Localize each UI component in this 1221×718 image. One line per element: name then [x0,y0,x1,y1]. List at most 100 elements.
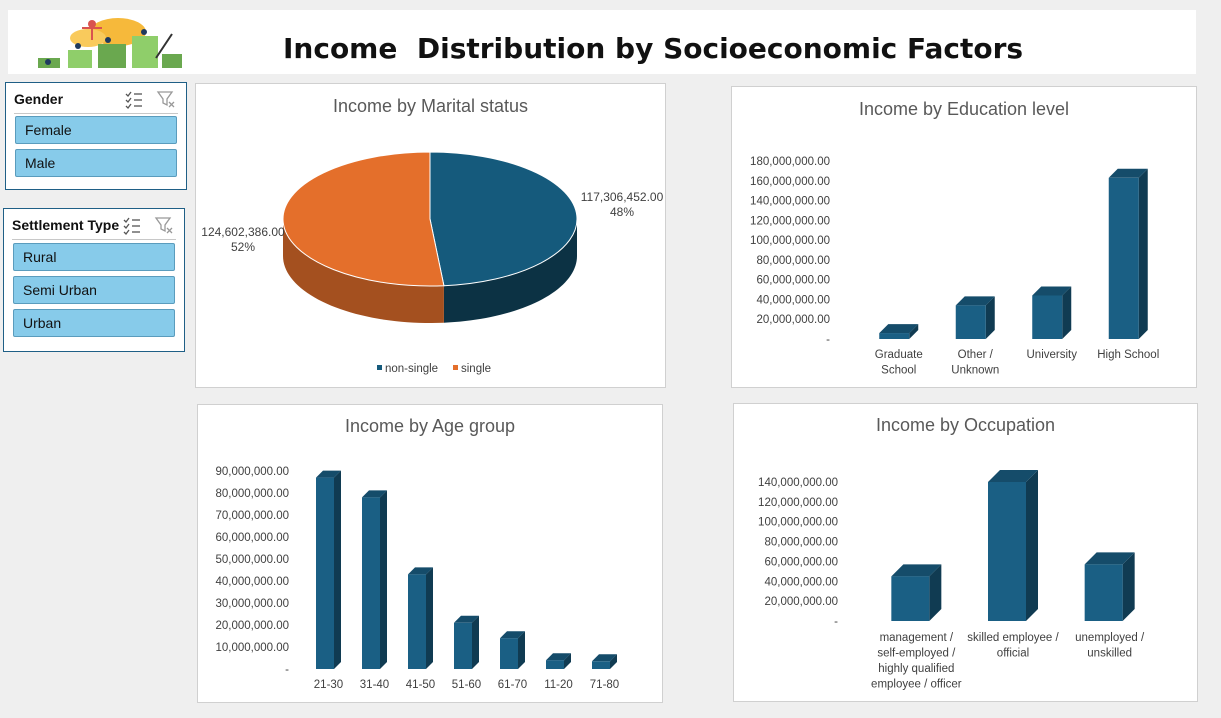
bar-top [316,470,341,478]
bar-side [426,567,433,669]
bar [1032,295,1063,339]
y-tick-label: 140,000,000.00 [750,196,830,208]
pie-percent-label: 52% [231,240,255,254]
y-tick-label: 60,000,000.00 [764,556,838,568]
bar-top [891,564,942,577]
bar-side [1138,168,1148,339]
y-tick-label: 20,000,000.00 [215,620,289,632]
clear-filter-icon[interactable] [156,89,176,109]
bar [500,638,518,669]
x-category-label: 21-30 [314,679,343,691]
bar [1108,177,1139,339]
bar-side [334,470,341,669]
y-tick-label: 60,000,000.00 [756,275,830,287]
occupation-chart: Income by Occupation - 20,000,000.00 40,00… [733,403,1198,702]
y-tick-label: 40,000,000.00 [756,294,830,306]
bar-side [985,296,995,339]
settlement-slicer-header: Settlement Type [12,215,176,240]
bar-side [472,615,479,669]
x-category-label: self-employed / [877,648,956,660]
chart-title: Income by Age group [344,416,516,436]
y-tick-label: 160,000,000.00 [750,176,830,188]
marital-status-chart: Income by Marital status 117,306,452.00 4… [195,83,666,388]
settlement-type-slicer: Settlement Type Rural Semi Urban Urban [3,208,185,352]
bar-side [518,631,525,669]
bar-top [879,324,919,334]
x-category-label: skilled employee / [967,632,1059,644]
bar [1084,564,1123,621]
clear-filter-icon[interactable] [154,215,174,235]
chart-title: Income by Education level [858,99,1070,119]
bar [891,576,930,621]
bar [408,574,426,669]
y-tick-label: 80,000,000.00 [756,255,830,267]
bar [546,660,564,669]
bar-top [546,653,571,661]
bar-top [408,567,433,575]
y-tick-label: 100,000,000.00 [758,517,838,529]
multi-select-icon[interactable] [124,89,144,109]
bar [988,482,1026,621]
x-category-label: unemployed / [1075,632,1145,644]
x-category-label: High School [1097,349,1159,361]
pie-percent-label: 48% [610,205,634,219]
legend-label: non-single [385,363,438,375]
y-tick-label: 140,000,000.00 [758,477,838,489]
x-category-label: 51-60 [452,679,481,691]
y-tick-label: 180,000,000.00 [750,156,830,168]
y-tick-label: 90,000,000.00 [215,466,289,478]
pie-slice-non-single [429,151,578,287]
bar-side [1026,470,1038,621]
bar-top [500,631,525,639]
bar-side [564,653,571,669]
dashboard-title: Income Distribution by Socioeconomic Fac… [283,32,1024,65]
bar-top [1032,286,1072,296]
age-group-chart: Income by Age group - 10,000,000.00 20,000… [197,404,663,703]
bar [955,305,986,339]
x-category-label: 11-20 [544,679,573,691]
y-tick-label: 60,000,000.00 [215,532,289,544]
slicer-item-female[interactable]: Female [15,116,177,144]
y-tick-label: 20,000,000.00 [756,314,830,326]
x-category-label: 61-70 [498,679,527,691]
legend-swatch [377,365,382,370]
slicer-item-urban[interactable]: Urban [13,309,175,337]
gender-slicer: Gender Female Male [5,82,187,190]
bar-top [454,615,479,623]
x-category-label: highly qualified [878,663,954,675]
y-tick-label: 80,000,000.00 [764,537,838,549]
y-tick-label: 70,000,000.00 [215,510,289,522]
slicer-item-semi-urban[interactable]: Semi Urban [13,276,175,304]
bar-top [592,654,617,662]
pie-value-label: 124,602,386.00 [201,225,285,239]
y-tick-label: 20,000,000.00 [764,596,838,608]
pie-side-non-single [443,219,577,323]
y-tick-label: 120,000,000.00 [750,215,830,227]
bar [362,497,380,669]
bar-top [1108,168,1148,178]
y-tick-label: 100,000,000.00 [750,235,830,247]
slicer-item-rural[interactable]: Rural [13,243,175,271]
x-category-label: unskilled [1087,648,1132,660]
multi-select-icon[interactable] [122,215,142,235]
legend-label: single [461,363,491,375]
pie-slice-single [282,151,445,287]
y-tick-label: 50,000,000.00 [215,554,289,566]
dashboard-header: Income Distribution by Socioeconomic Fac… [8,10,1196,74]
bar-side [1122,552,1135,621]
pie-value-label: 117,306,452.00 [581,190,664,204]
y-tick-label: 120,000,000.00 [758,497,838,509]
bar-chart: - 20,000,000.00 40,000,000.00 60,000,000.00… [758,470,1145,691]
bar-top [955,296,995,306]
y-tick-label: 40,000,000.00 [215,576,289,588]
legend-swatch [453,365,458,370]
x-category-label: 41-50 [406,679,435,691]
slicer-item-male[interactable]: Male [15,149,177,177]
education-level-chart: Income by Education level - 20,000,000.00… [731,86,1197,388]
bar-side [1062,286,1072,339]
x-category-label: 71-80 [590,679,619,691]
bar [454,622,472,669]
x-category-label: Graduate [875,349,923,361]
x-category-label: School [881,365,916,377]
pie-side-single [283,219,444,323]
